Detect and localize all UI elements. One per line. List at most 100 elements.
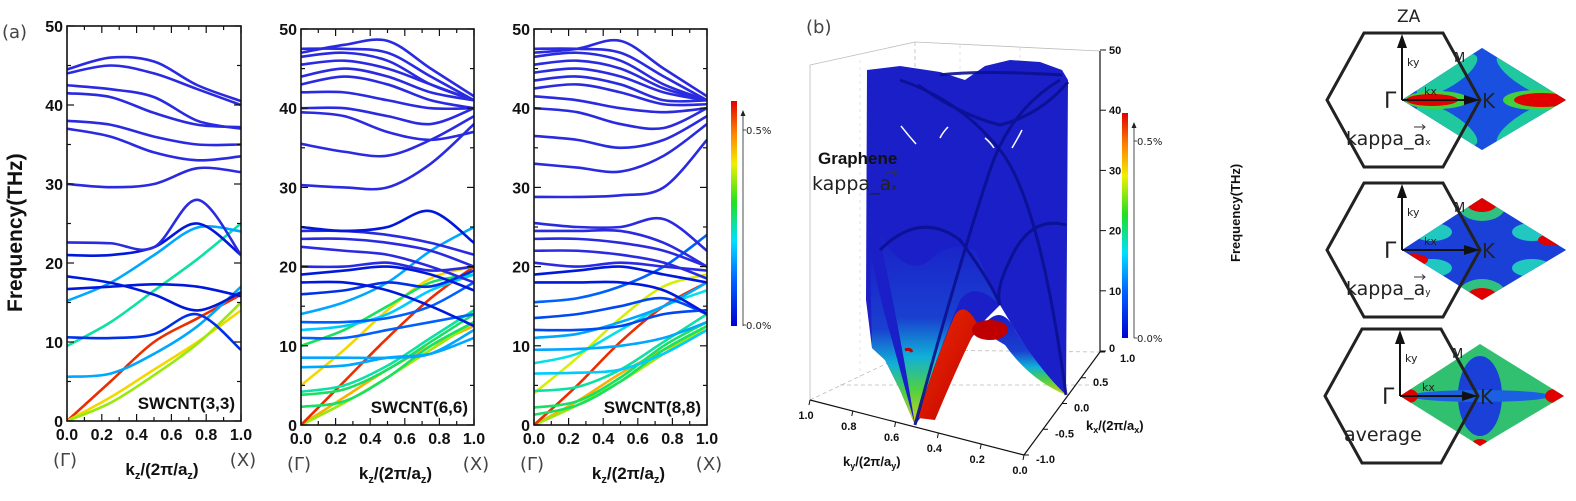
x-axis-label: kz/(2π/az) xyxy=(125,460,198,482)
x-tick-label: 0.6 xyxy=(160,427,182,444)
y-tick-label: 50 xyxy=(45,19,63,36)
phonon-band xyxy=(67,225,241,303)
y-tick-label: 40 xyxy=(512,101,530,118)
phonon-band xyxy=(67,127,241,162)
phonon-band xyxy=(301,265,474,425)
m-point-label: M xyxy=(1454,51,1465,66)
phonon-band xyxy=(534,67,707,102)
kx-tick-label: 1.0 xyxy=(1120,353,1135,365)
phonon-band xyxy=(301,280,474,328)
kx-label: kx xyxy=(1422,381,1435,394)
phonon-band xyxy=(67,91,241,129)
colorbar-a xyxy=(731,101,737,326)
phonon-band xyxy=(67,312,241,352)
phonon-band xyxy=(534,249,707,280)
y-tick-label: 40 xyxy=(279,101,297,118)
panel-a-label: (a) xyxy=(2,22,27,43)
arrow-right-icon xyxy=(1464,245,1480,255)
colorbar-a-max: 0.5% xyxy=(746,126,771,137)
colorbar-b-max: 0.5% xyxy=(1137,137,1162,148)
x-tick-label: 0.0 xyxy=(290,431,312,448)
vector-arrow-icon xyxy=(885,169,898,175)
kx-tick-label: 0.5 xyxy=(1093,377,1108,389)
x-tick-label: 0.2 xyxy=(557,431,579,448)
phonon-band xyxy=(67,198,241,257)
phonon-band xyxy=(534,95,707,114)
surface-acoustic-branch xyxy=(878,230,1000,425)
phonon-band xyxy=(301,312,474,397)
phonon-band xyxy=(534,47,707,102)
kx-axis-ticks: 1.0 0.5 0.0 -0.5 -1.0 xyxy=(1024,351,1135,466)
panel-title: SWCNT(3,3) xyxy=(138,394,235,413)
phonon-band xyxy=(301,328,474,360)
phonon-band xyxy=(534,320,707,352)
phonon-band xyxy=(534,320,707,409)
phonon-band xyxy=(301,308,474,394)
plot-frame xyxy=(66,25,242,422)
x-tick-label: 1.0 xyxy=(696,431,718,448)
panel-b-label: (b) xyxy=(806,17,831,38)
phonon-band xyxy=(301,273,474,332)
x-tick-label: 0.4 xyxy=(592,431,614,448)
k-point-label: K xyxy=(1482,89,1496,113)
dispersion-panel: 0 10 20 30 40 50 0.0 0.2 0.4 0.6 0.8 1.0 SWCNT(8,8) (… xyxy=(512,22,722,486)
panel-title: SWCNT(8,8) xyxy=(604,398,701,417)
phonon-band xyxy=(301,265,474,292)
x-tick-label: 1.0 xyxy=(463,431,485,448)
arrow-up-icon xyxy=(1397,184,1407,198)
phonon-band xyxy=(67,222,241,257)
phonon-band xyxy=(534,122,707,174)
x-tick-label: 0.8 xyxy=(661,431,683,448)
arrow-up-icon xyxy=(1397,34,1407,48)
phonon-band xyxy=(301,265,474,387)
y-tick-label: 0 xyxy=(54,414,63,431)
gamma-label: Γ xyxy=(1382,385,1395,410)
y-tick-label: 10 xyxy=(512,339,530,356)
x-tick-label: 0.4 xyxy=(359,431,381,448)
z-axis-ticks: 0 10 20 30 40 50 xyxy=(1100,45,1121,355)
map-label: kappa_ax xyxy=(1346,128,1431,150)
phonon-band xyxy=(301,110,474,142)
y-tick-label: 0 xyxy=(521,418,530,435)
phonon-band xyxy=(301,209,474,245)
phonon-band xyxy=(301,245,474,284)
x-tick-label: 0.2 xyxy=(91,427,113,444)
phonon-band xyxy=(534,296,707,320)
phonon-band xyxy=(534,75,707,103)
x-tick-label: 1.0 xyxy=(230,427,252,444)
phonon-band xyxy=(67,83,241,130)
phonon-band xyxy=(301,51,474,102)
phonon-band xyxy=(534,38,707,98)
x-point-label: (X) xyxy=(463,454,489,475)
kx-tick-label: 0.0 xyxy=(1074,403,1089,415)
z-tick-label: 0 xyxy=(1109,343,1115,355)
y-axis-label: Frequency(THz) xyxy=(4,153,27,312)
phonon-band xyxy=(67,283,241,298)
graphene-title: Graphene xyxy=(818,149,897,168)
phonon-band xyxy=(67,293,241,421)
kx-label: kx xyxy=(1424,85,1437,98)
vector-arrow-icon xyxy=(1414,124,1426,130)
za-title: ZA xyxy=(1397,7,1421,27)
phonon-band xyxy=(534,138,707,199)
ky-tick-label: 0.6 xyxy=(884,432,899,444)
phonon-band xyxy=(67,166,241,189)
k-point-label: K xyxy=(1480,385,1494,409)
ky-axis-label: ky/(2π/ay) xyxy=(843,454,901,471)
phonon-band xyxy=(534,324,707,417)
phonon-band xyxy=(301,75,474,110)
y-tick-label: 50 xyxy=(279,22,297,39)
x-tick-label: 0.8 xyxy=(195,427,217,444)
y-tick-label: 20 xyxy=(279,260,297,277)
ky-label: ky xyxy=(1407,206,1420,219)
phonon-band xyxy=(534,59,707,102)
phonon-band xyxy=(534,265,707,284)
bz-map: Γ K Mkx ky kappa_ax xyxy=(1325,31,1566,169)
y-tick-label: 20 xyxy=(45,256,63,273)
phonon-band xyxy=(301,281,474,324)
dispersion-panel: 0 10 20 30 40 50 0.0 0.2 0.4 0.6 0.8 1.0 SWCNT(3,3) (… xyxy=(45,19,256,482)
phonon-band xyxy=(301,38,474,98)
x-tick-label: 0.4 xyxy=(125,427,147,444)
map-label: average xyxy=(1344,424,1422,446)
phonon-band xyxy=(301,122,474,191)
